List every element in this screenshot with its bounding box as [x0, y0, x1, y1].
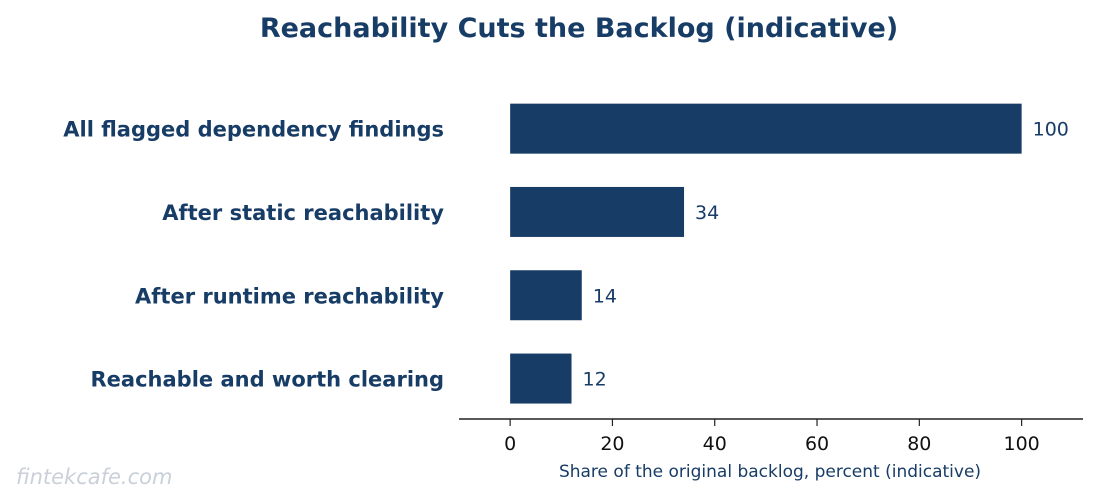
- bar-value-label: 12: [583, 369, 607, 391]
- bar: [510, 270, 582, 321]
- chart-title: Reachability Cuts the Backlog (indicativ…: [260, 13, 898, 44]
- bars-layer: All flagged dependency findings 100 After …: [63, 103, 1069, 404]
- category-label: After static reachability: [162, 201, 444, 225]
- x-tick-label: 40: [703, 433, 727, 455]
- x-tick-label: 60: [805, 433, 829, 455]
- x-tick-label: 0: [504, 433, 516, 455]
- bar: [510, 103, 1022, 154]
- category-label: All flagged dependency findings: [63, 118, 444, 142]
- category-label: Reachable and worth clearing: [91, 368, 444, 392]
- x-tick-label: 80: [907, 433, 931, 455]
- bar: [510, 186, 685, 237]
- x-tick-label: 100: [1003, 433, 1039, 455]
- bar-value-label: 100: [1033, 119, 1069, 141]
- category-label: After runtime reachability: [135, 284, 444, 308]
- x-axis-label: Share of the original backlog, percent (…: [559, 462, 981, 482]
- x-ticks-layer: 0 20 40 60 80 100: [504, 419, 1040, 455]
- bar-value-label: 34: [695, 202, 719, 224]
- watermark-text: fintekcafe.com: [16, 465, 172, 489]
- bar-value-label: 14: [593, 285, 617, 307]
- bar: [510, 353, 572, 404]
- x-tick-label: 20: [600, 433, 624, 455]
